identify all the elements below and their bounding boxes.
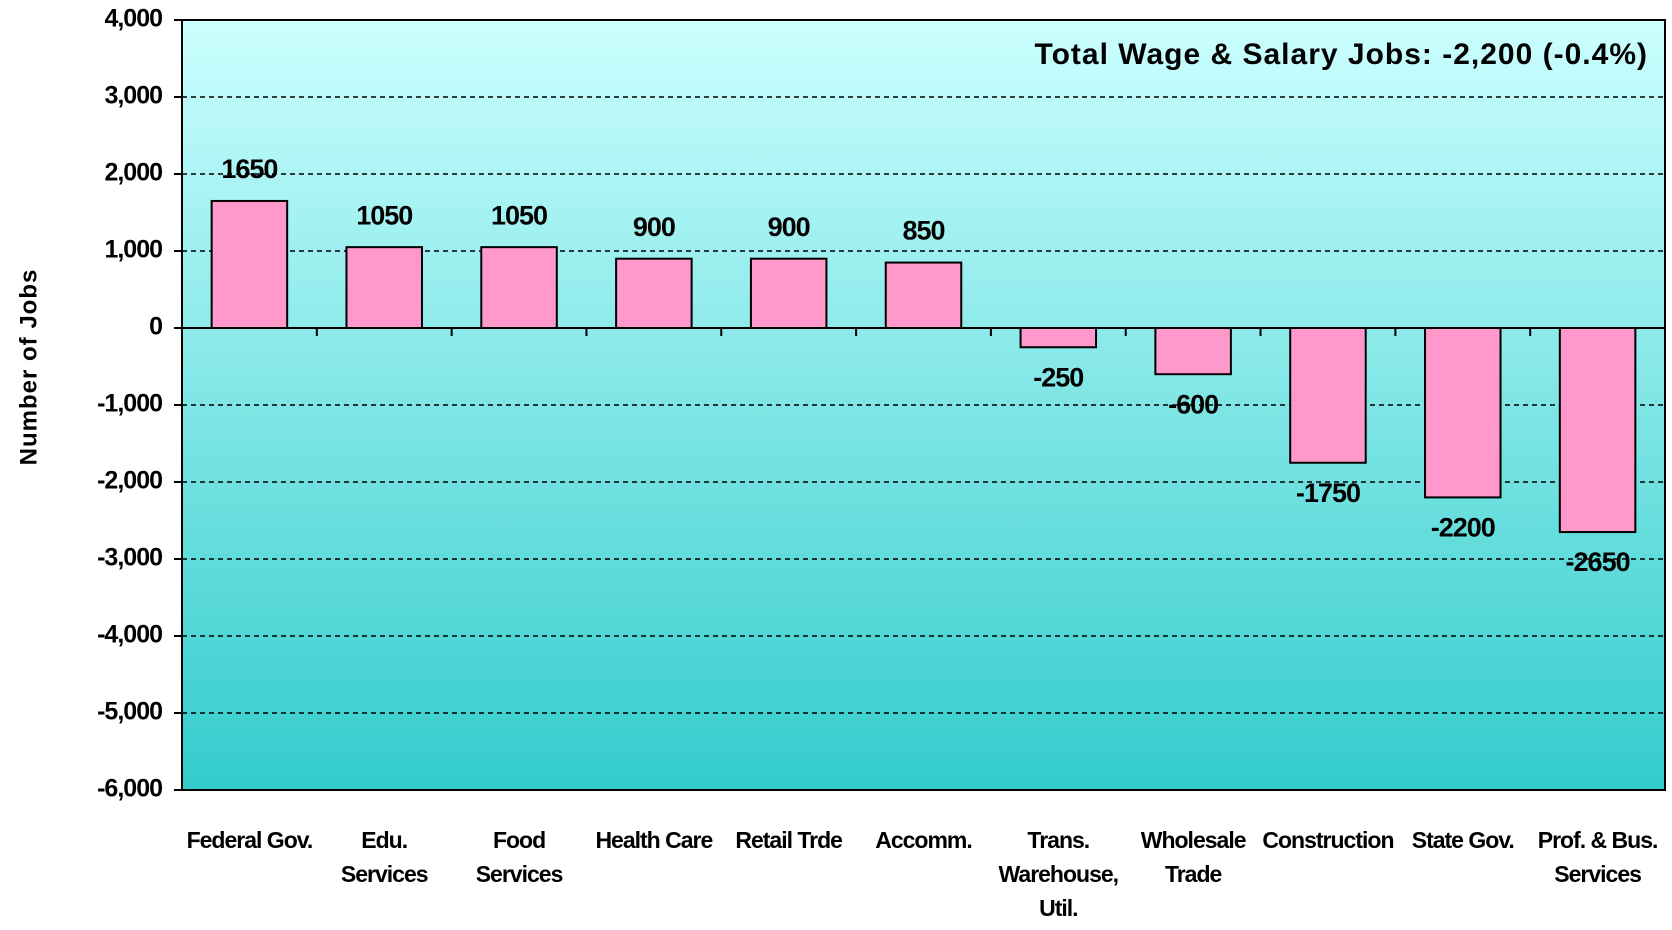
value-label: 1050 bbox=[356, 200, 412, 230]
bar bbox=[884, 261, 963, 329]
x-tick-label: Services bbox=[1554, 861, 1641, 887]
x-tick-label: Util. bbox=[1039, 895, 1077, 921]
x-tick-label: Trade bbox=[1165, 861, 1222, 887]
x-tick-label: Prof. & Bus. bbox=[1538, 827, 1658, 853]
y-tick-label: -2,000 bbox=[97, 467, 162, 495]
bar bbox=[615, 257, 693, 330]
bar bbox=[1019, 327, 1098, 349]
y-tick-label: -1,000 bbox=[97, 390, 162, 418]
y-axis-label: Number of Jobs bbox=[15, 269, 42, 466]
value-label: -600 bbox=[1168, 389, 1218, 419]
annotation: Total Wage & Salary Jobs: -2,200 (-0.4%) bbox=[1034, 38, 1648, 71]
x-tick-label: State Gov. bbox=[1412, 827, 1514, 853]
bar bbox=[1424, 327, 1502, 499]
bar bbox=[1154, 327, 1232, 376]
x-tick-label: Wholesale bbox=[1141, 827, 1246, 853]
y-tick-label: 3,000 bbox=[104, 82, 162, 110]
x-tick-label: Retail Trde bbox=[735, 827, 842, 853]
y-tick-label: -4,000 bbox=[97, 621, 162, 649]
value-label: 1050 bbox=[491, 200, 547, 230]
y-tick-label: 4,000 bbox=[104, 5, 162, 33]
value-label: -1750 bbox=[1296, 478, 1360, 508]
bar bbox=[1289, 327, 1367, 464]
bar bbox=[480, 246, 558, 329]
y-tick-label: -6,000 bbox=[97, 775, 162, 803]
value-label: 900 bbox=[633, 212, 675, 242]
x-tick-label: Services bbox=[476, 861, 563, 887]
value-label: 900 bbox=[768, 212, 810, 242]
y-tick-label: -3,000 bbox=[97, 544, 162, 572]
value-label: -2650 bbox=[1566, 547, 1630, 577]
value-label: 850 bbox=[902, 216, 944, 246]
value-label: -250 bbox=[1033, 362, 1083, 392]
x-tick-label: Accomm. bbox=[875, 827, 972, 853]
value-label: -2200 bbox=[1431, 513, 1495, 543]
y-tick-label: 2,000 bbox=[104, 159, 162, 187]
bar bbox=[345, 246, 423, 329]
x-tick-label: Trans. bbox=[1027, 827, 1089, 853]
x-tick-label: Warehouse, bbox=[999, 861, 1119, 887]
y-tick-label: 0 bbox=[149, 313, 162, 341]
y-tick-label: 1,000 bbox=[104, 236, 162, 264]
bar bbox=[210, 199, 289, 329]
x-tick-label: Edu. bbox=[361, 827, 407, 853]
bar bbox=[1558, 327, 1637, 534]
value-label: 1650 bbox=[221, 154, 277, 184]
x-tick-label: Federal Gov. bbox=[187, 827, 313, 853]
x-tick-label: Food bbox=[493, 827, 545, 853]
y-tick-label: -5,000 bbox=[97, 698, 162, 726]
x-tick-label: Health Care bbox=[595, 827, 712, 853]
x-tick-label: Services bbox=[341, 861, 428, 887]
bar bbox=[749, 257, 828, 330]
x-tick-label: Construction bbox=[1262, 827, 1393, 853]
